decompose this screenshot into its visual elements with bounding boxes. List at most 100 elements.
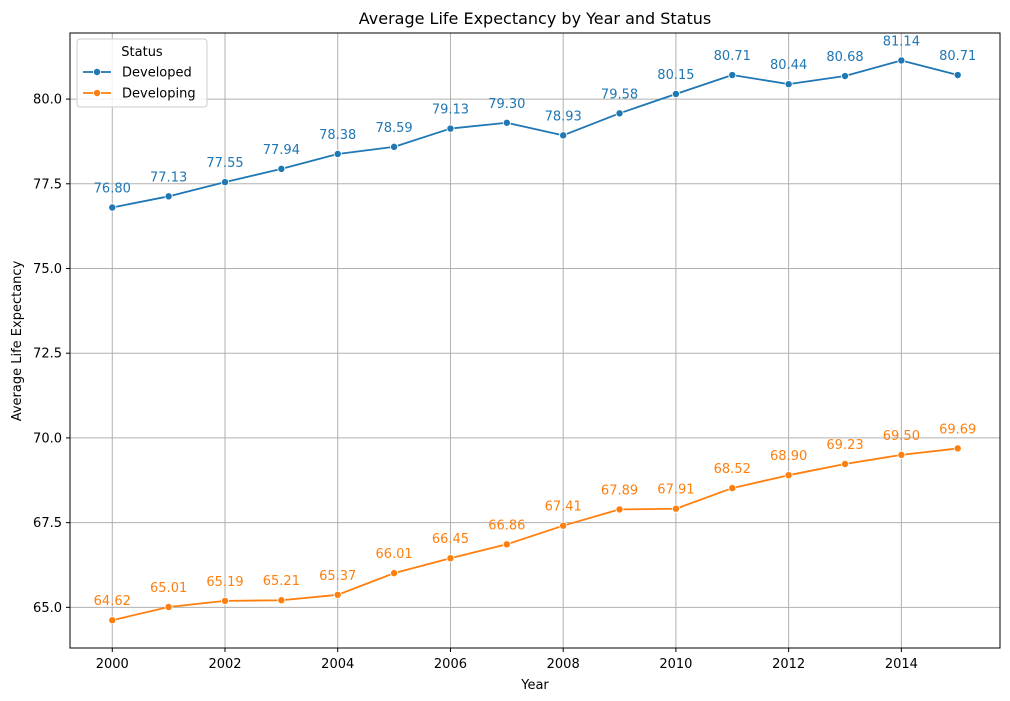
- data-point-developing: [671, 504, 680, 513]
- legend-item-developed: Developed: [83, 66, 192, 81]
- data-label-developing: 68.52: [714, 462, 751, 477]
- data-point-developed: [277, 164, 286, 173]
- data-label-developing: 67.91: [657, 483, 694, 498]
- data-point-developed: [559, 131, 568, 140]
- data-point-developing: [559, 521, 568, 530]
- legend-item-developing: Developing: [83, 87, 196, 102]
- legend-box: [76, 38, 208, 108]
- x-tick-label: 2006: [434, 657, 467, 672]
- x-axis-label: Year: [520, 678, 549, 693]
- data-label-developing: 65.01: [150, 581, 187, 596]
- y-tick-label: 70.0: [33, 431, 62, 446]
- y-tick-label: 80.0: [33, 93, 62, 108]
- series-layer: 76.80 77.13 77.55 77.94 78.38 78.59 79.13 79.30…: [94, 34, 976, 625]
- series-line-developed: [112, 59, 958, 209]
- legend-swatch-marker: [93, 89, 102, 98]
- y-tick-label: 77.5: [33, 177, 62, 192]
- data-label-developing: 67.89: [601, 483, 638, 498]
- y-tick-label: 75.0: [33, 262, 62, 277]
- data-label-developed: 80.15: [657, 68, 694, 83]
- series-line-developing: [112, 447, 958, 622]
- data-label-developed: 77.94: [263, 143, 300, 158]
- data-label-developing: 69.50: [883, 429, 920, 444]
- y-tick-label: 65.0: [33, 601, 62, 616]
- data-label-developing: 66.86: [488, 518, 525, 533]
- data-point-developing: [897, 450, 906, 459]
- data-label-developed: 78.38: [319, 128, 356, 143]
- data-label-developed: 76.80: [94, 182, 131, 197]
- legend-swatch-marker: [93, 68, 102, 77]
- data-point-developing: [615, 505, 624, 514]
- x-tick-label: 2012: [772, 657, 805, 672]
- data-point-developing: [446, 554, 455, 563]
- y-tick-label: 67.5: [33, 516, 62, 531]
- grid: [70, 33, 1000, 648]
- data-label-developed: 80.71: [714, 49, 751, 64]
- data-label-developing: 64.62: [94, 594, 131, 609]
- data-point-developing: [728, 484, 737, 493]
- data-point-developing: [502, 540, 511, 549]
- data-point-developed: [108, 203, 117, 212]
- series-developing: 64.62 65.01 65.19 65.21 65.37 66.01 66.45 66.86…: [94, 422, 976, 625]
- data-point-developing: [164, 603, 173, 612]
- data-label-developing: 69.69: [939, 422, 976, 437]
- x-tick-label: 2000: [96, 657, 129, 672]
- x-tick-label: 2014: [885, 657, 918, 672]
- data-point-developing: [390, 569, 399, 578]
- data-point-developed: [953, 71, 962, 80]
- data-point-developing: [841, 460, 850, 469]
- legend: Status Developed Developing: [76, 38, 208, 108]
- data-label-developed: 78.59: [375, 121, 412, 136]
- data-point-developed: [897, 56, 906, 65]
- data-label-developed: 81.14: [883, 34, 920, 49]
- data-point-developing: [953, 444, 962, 453]
- data-label-developing: 67.41: [545, 500, 582, 515]
- data-label-developed: 77.55: [206, 156, 243, 171]
- data-point-developing: [277, 596, 286, 605]
- series-developed: 76.80 77.13 77.55 77.94 78.38 78.59 79.13 79.30…: [94, 34, 976, 212]
- data-point-developed: [220, 178, 229, 187]
- data-point-developed: [390, 142, 399, 151]
- data-point-developed: [502, 118, 511, 127]
- data-label-developing: 65.21: [263, 574, 300, 589]
- data-point-developing: [333, 590, 342, 599]
- y-axis-label: Average Life Expectancy: [10, 260, 25, 421]
- x-tick-label: 2010: [659, 657, 692, 672]
- x-tick-label: 2008: [547, 657, 580, 672]
- legend-label: Developed: [122, 66, 192, 81]
- data-label-developing: 65.37: [319, 569, 356, 584]
- legend-items: Developed Developing: [83, 66, 196, 102]
- data-label-developing: 66.01: [375, 547, 412, 562]
- data-label-developed: 80.71: [939, 49, 976, 64]
- data-point-developed: [333, 149, 342, 158]
- data-point-developed: [671, 89, 680, 98]
- data-label-developed: 79.13: [432, 103, 469, 118]
- data-point-developed: [615, 109, 624, 118]
- data-label-developing: 66.45: [432, 532, 469, 547]
- data-point-developed: [841, 72, 850, 81]
- data-point-developing: [784, 471, 793, 480]
- data-label-developed: 79.30: [488, 97, 525, 112]
- plot-frame: [69, 32, 1001, 649]
- y-tick-label: 72.5: [33, 347, 62, 362]
- data-point-developed: [728, 71, 737, 80]
- data-point-developing: [108, 616, 117, 625]
- ticks: 2000 2002 2004 2006 2008 2010 2012 2014 65.0 67.5…: [33, 93, 918, 672]
- x-tick-label: 2002: [208, 657, 241, 672]
- data-label-developed: 80.44: [770, 58, 807, 73]
- data-point-developed: [446, 124, 455, 133]
- legend-label: Developing: [122, 87, 196, 102]
- data-label-developing: 69.23: [826, 438, 863, 453]
- data-point-developing: [220, 596, 229, 605]
- chart-title: Average Life Expectancy by Year and Stat…: [359, 9, 712, 28]
- data-label-developing: 65.19: [206, 575, 243, 590]
- data-point-developed: [164, 192, 173, 201]
- data-label-developed: 80.68: [826, 50, 863, 65]
- legend-title: Status: [121, 45, 163, 60]
- data-point-developed: [784, 80, 793, 89]
- data-label-developed: 79.58: [601, 87, 638, 102]
- data-label-developing: 68.90: [770, 449, 807, 464]
- x-tick-label: 2004: [321, 657, 354, 672]
